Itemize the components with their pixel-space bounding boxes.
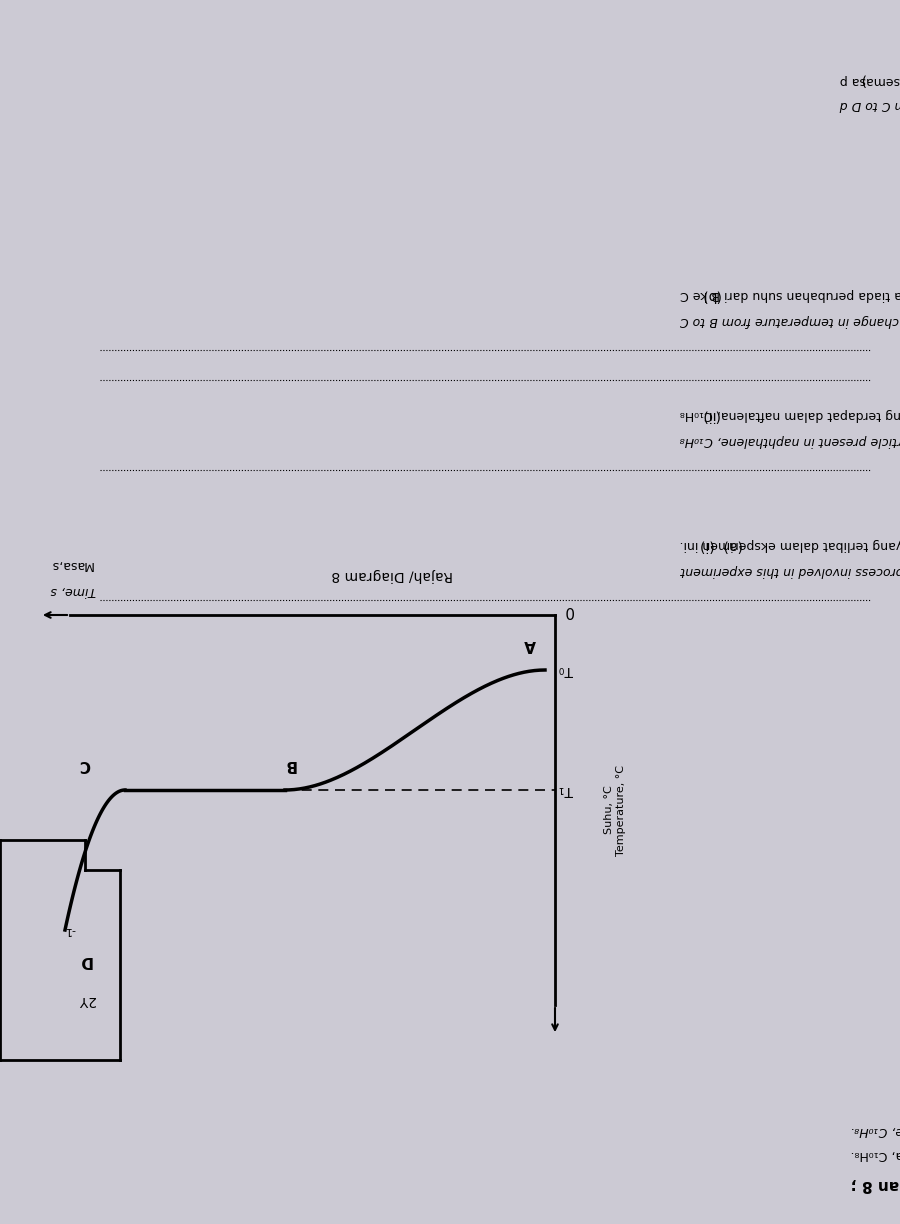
Text: Nyatakan jenis zarah yang terdapat dalam naftalena, C₁₀H₈: Nyatakan jenis zarah yang terdapat dalam… xyxy=(680,409,900,421)
Text: (b): (b) xyxy=(700,288,720,302)
Text: Diagram 8 shows the heating curve of solid naphthalene, C₁₀H₈.: Diagram 8 shows the heating curve of sol… xyxy=(850,1124,900,1137)
Text: 2Y: 2Y xyxy=(78,993,95,1007)
Text: -1: -1 xyxy=(65,925,76,935)
Text: T₁: T₁ xyxy=(559,783,573,797)
Text: (a)  (i): (a) (i) xyxy=(700,539,743,552)
Text: D: D xyxy=(78,952,91,967)
Text: Soalan 8 ;: Soalan 8 ; xyxy=(850,1177,900,1192)
Text: (ii): (ii) xyxy=(700,408,718,422)
Text: T₀: T₀ xyxy=(559,663,573,677)
Text: Terangkan mengapa tiada perubahan suhu dari B ke C: Terangkan mengapa tiada perubahan suhu d… xyxy=(680,289,900,301)
Text: Namakan proses yang terlibat dalam eksperimen ini.: Namakan proses yang terlibat dalam ekspe… xyxy=(680,539,900,552)
Text: State the type of particle present in naphthalene, C₁₀H₈: State the type of particle present in na… xyxy=(680,433,900,447)
Text: Suhu, °C
Temperature, °C: Suhu, °C Temperature, °C xyxy=(604,765,626,856)
Text: Name the process involved in this experiment: Name the process involved in this experi… xyxy=(680,563,900,577)
Text: 0: 0 xyxy=(563,602,573,617)
Text: Explain why there is no change in temperature from B to C: Explain why there is no change in temper… xyxy=(680,313,900,327)
Text: C: C xyxy=(79,758,91,772)
Text: Rajah 8 menunjukkan lengkung pemanasan pepejal naftalena, C₁₀H₈.: Rajah 8 menunjukkan lengkung pemanasan p… xyxy=(850,1148,900,1162)
Text: ): ) xyxy=(860,73,866,87)
Text: Time, s: Time, s xyxy=(50,584,95,596)
Text: Rajah/ Diagram 8: Rajah/ Diagram 8 xyxy=(331,568,453,581)
Text: State how the movement of naphthalene particles changes from C to D d: State how the movement of naphthalene pa… xyxy=(840,98,900,111)
Text: B: B xyxy=(284,758,296,772)
Text: Nyatakan bagaimana pergerakan zarah-zarah naftalena berubah semasa p: Nyatakan bagaimana pergerakan zarah-zara… xyxy=(840,73,900,87)
Text: Masa,s: Masa,s xyxy=(50,558,94,572)
Text: A: A xyxy=(524,638,536,652)
